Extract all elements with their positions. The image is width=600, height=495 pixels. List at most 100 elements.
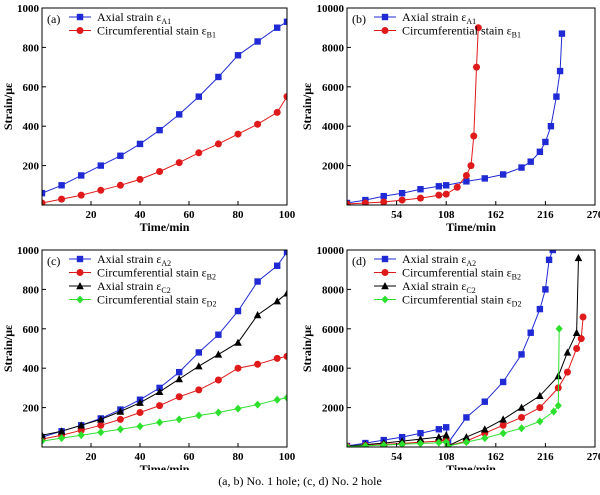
data-point-B1	[156, 168, 164, 176]
legend-label: Circumferential stain εB2	[402, 266, 521, 282]
data-point-A2	[234, 307, 242, 315]
x-tick-label: 60	[184, 451, 196, 463]
data-point-A2	[549, 250, 556, 254]
legend-marker	[76, 255, 84, 263]
data-point-C2	[574, 253, 583, 262]
y-tick-label: 6000	[322, 82, 345, 94]
y-tick-label: 1000	[17, 3, 40, 15]
x-axis-label: Time/min	[140, 220, 190, 234]
data-point-A2	[518, 351, 525, 358]
data-point-B1	[42, 199, 46, 205]
x-tick-label: 20	[86, 451, 98, 463]
legend-subscript: D2	[512, 300, 522, 309]
data-point-A2	[283, 250, 287, 256]
y-tick-label: 2000	[322, 403, 345, 415]
chart-panel-a: 20 40 60 80 100 200 400 600 800 1000 Time/min Strai…	[1, 3, 296, 234]
data-point-B2	[116, 415, 124, 423]
legend-entry-D2: Circumferential stain εD2	[374, 293, 521, 309]
data-point-B1	[97, 186, 105, 194]
data-point-C2	[214, 350, 223, 358]
data-point-A2	[499, 378, 507, 386]
data-point-C2	[435, 433, 443, 441]
data-point-D2	[195, 411, 203, 420]
legend-subscript: B1	[207, 31, 216, 40]
legend-marker	[381, 13, 389, 21]
data-point-A1	[398, 189, 406, 197]
data-point-A1	[556, 67, 564, 75]
legend-entry-A1: Axial strain εA1	[374, 10, 476, 26]
legend-marker	[381, 295, 389, 304]
legend-marker	[76, 13, 84, 21]
series-line-A2	[42, 251, 287, 438]
x-tick-label: 60	[184, 209, 196, 221]
data-point-B2	[254, 360, 262, 368]
panel-label: (d)	[352, 254, 366, 268]
data-point-B2	[214, 376, 222, 384]
data-point-C2	[77, 421, 85, 429]
data-point-B1	[273, 108, 281, 116]
data-point-D2	[234, 404, 242, 413]
data-point-A1	[463, 178, 470, 185]
data-point-C2	[155, 387, 164, 396]
data-point-B2	[499, 421, 507, 429]
data-point-B1	[361, 199, 369, 205]
data-point-C2	[97, 415, 105, 423]
data-point-B1	[283, 93, 287, 101]
series-C2	[42, 289, 287, 439]
chart-panel-b: 54 108 162 216 270 2000 4000 6000 8000 10000 Time/…	[300, 3, 600, 234]
legend-label: Circumferential stain εB1	[402, 24, 521, 40]
y-tick-label: 200	[23, 403, 40, 415]
series-A1	[347, 30, 566, 205]
legend-marker	[381, 27, 389, 34]
x-tick-label: 54	[391, 209, 403, 221]
data-point-A2	[443, 424, 450, 431]
series-B1	[347, 24, 482, 205]
data-point-A1	[518, 164, 525, 171]
panel-label: (c)	[47, 254, 60, 268]
legend-subscript: C2	[161, 286, 170, 295]
data-point-D2	[398, 440, 406, 447]
legend-marker	[381, 282, 389, 290]
data-point-B1	[435, 191, 443, 199]
legend-label: Circumferential stain εB1	[97, 24, 216, 40]
x-axis-label: Time/min	[140, 462, 190, 470]
data-point-D2	[273, 395, 281, 404]
legend-label: Circumferential stain εB2	[97, 266, 216, 282]
y-tick-label: 2000	[322, 161, 345, 173]
y-tick-label: 10000	[317, 3, 345, 15]
legend-entry-B1: Circumferential stain εB1	[374, 24, 521, 40]
data-point-A2	[195, 349, 202, 356]
data-point-B1	[116, 181, 124, 189]
legend-entry-D2: Circumferential stain εD2	[69, 293, 216, 309]
x-tick-label: 20	[86, 209, 98, 221]
y-tick-label: 6000	[322, 324, 345, 336]
data-point-B2	[283, 352, 287, 360]
legend-label: Circumferential stain εD2	[402, 293, 521, 309]
data-point-B2	[195, 386, 203, 394]
data-point-A1	[443, 182, 450, 189]
data-point-D2	[554, 401, 562, 410]
data-point-D2	[380, 441, 388, 447]
data-point-A2	[274, 262, 281, 269]
data-point-C2	[116, 407, 125, 415]
data-point-B1	[467, 162, 475, 170]
legend-subscript: A2	[161, 259, 171, 268]
y-tick-label: 200	[23, 161, 40, 173]
x-axis-label: Time/min	[446, 462, 496, 470]
x-tick-label: 216	[537, 451, 554, 463]
data-point-D2	[175, 415, 183, 424]
series-line-D2	[42, 397, 287, 442]
data-point-C2	[234, 338, 242, 346]
x-tick-label: 162	[488, 451, 505, 463]
data-point-B1	[136, 175, 144, 183]
data-point-B1	[234, 130, 242, 138]
y-tick-label: 600	[23, 324, 40, 336]
data-point-C2	[42, 431, 46, 439]
data-point-A1	[156, 126, 163, 134]
data-point-A1	[176, 111, 183, 118]
legend-entry-A1: Axial strain εA1	[69, 10, 171, 26]
data-point-C2	[136, 398, 144, 406]
y-tick-label: 4000	[322, 363, 345, 375]
data-point-A2	[435, 426, 443, 433]
chart-panel-c: 20 40 60 80 100 200 400 600 800 1000 Time/min Strai…	[1, 245, 296, 470]
